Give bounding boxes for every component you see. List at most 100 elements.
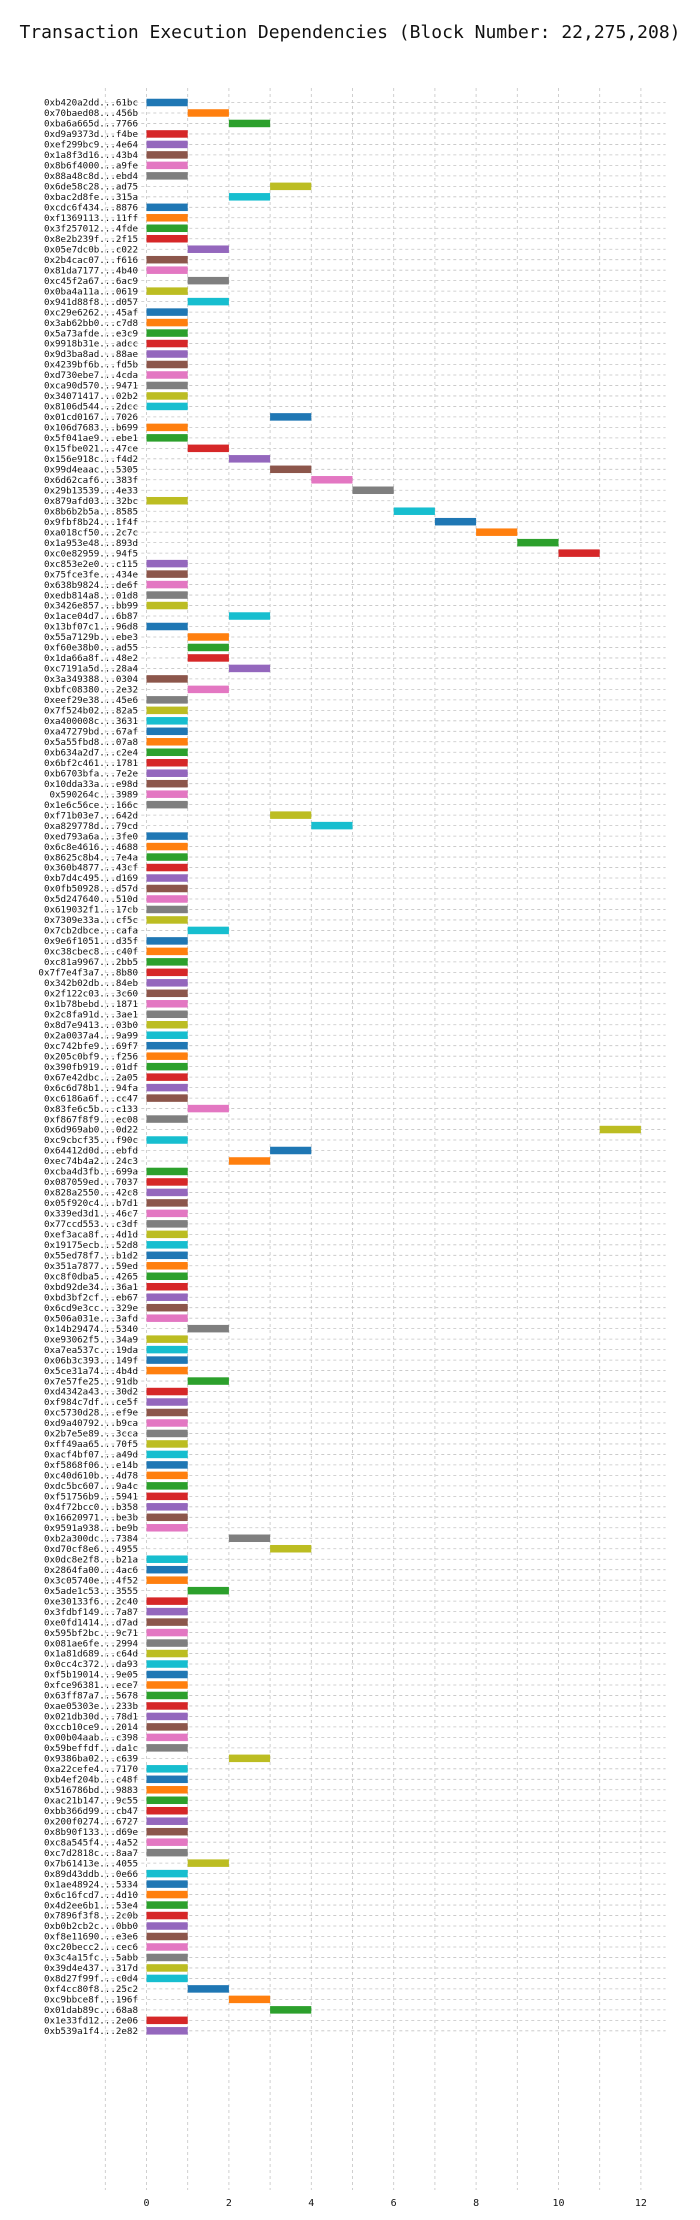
transaction-bar (146, 1911, 188, 1920)
transaction-label: 0x67e42dbc...2a05 (44, 1072, 138, 1083)
transaction-bar (146, 968, 188, 977)
transaction-bar (187, 1985, 229, 1993)
transaction-label: 0xf8e11690...e3e6 (44, 1932, 138, 1943)
transaction-label: 0x8b6b2b5a...8585 (44, 506, 138, 517)
transaction-bar (146, 130, 188, 138)
transaction-label: 0xc6186a6f...cc47 (44, 1093, 138, 1104)
transaction-bar (146, 1869, 188, 1878)
transaction-label: 0xd9a9373d...f4be (44, 129, 138, 140)
transaction-label: 0x6c16fcd7...4d10 (44, 1890, 138, 1901)
transaction-bar (228, 1995, 271, 2004)
transaction-bar (146, 853, 188, 861)
transaction-label: 0xc9bbce8f...196f (44, 1995, 138, 2006)
transaction-bar (146, 1964, 188, 1972)
transaction-bar (146, 1817, 188, 1825)
transaction-label: 0x8106d544...2dcc (44, 402, 138, 413)
transaction-label: 0x3a349388...0304 (44, 674, 139, 685)
transaction-bar (146, 329, 188, 337)
transaction-bar (187, 109, 229, 117)
transaction-label: 0x01dab89c...68a8 (44, 2005, 138, 2016)
transaction-label: 0x2a0037a4...9a99 (44, 1030, 138, 1041)
transaction-label: 0x638b9824...de6f (44, 580, 138, 591)
transaction-label: 0xf51756b9...5941 (44, 1492, 138, 1503)
transaction-bar (146, 1482, 188, 1490)
transaction-label: 0xb634a2d7...c2e4 (44, 747, 139, 758)
transaction-label: 0x1ae48924...5334 (44, 1879, 139, 1890)
transaction-label: 0x7f524b02...82a5 (44, 706, 138, 717)
transaction-label: 0xd70cf8e6...4955 (44, 1544, 138, 1555)
transaction-label: 0x4f72bcc0...b358 (44, 1502, 138, 1513)
transaction-label: 0x6d62caf6...383f (44, 475, 138, 486)
transaction-label: 0x9d3ba8ad...88ae (44, 349, 138, 360)
transaction-label: 0xf71b03e7...642d (44, 810, 138, 821)
transaction-bar (146, 1639, 188, 1647)
transaction-label: 0xc742bfe9...69f7 (44, 1041, 138, 1052)
transaction-label: 0x5f041ae9...ebe1 (44, 433, 138, 444)
transaction-label: 0x9918b31e...adcc (44, 339, 138, 350)
transaction-bar (187, 926, 229, 935)
transaction-bar (187, 1859, 229, 1867)
transaction-bar (599, 1125, 641, 1134)
transaction-label: 0x339ed3d1...46c7 (44, 1209, 138, 1220)
transaction-bar (146, 1565, 188, 1574)
transaction-bar (146, 392, 188, 400)
transaction-bar (146, 842, 188, 851)
transaction-bar (228, 1157, 271, 1165)
transaction-label: 0x34071417...02b2 (44, 391, 138, 402)
transaction-bar (146, 1702, 188, 1710)
transaction-bar (146, 790, 188, 798)
transaction-label: 0xb7d4c495...d169 (44, 873, 138, 884)
transaction-bar (146, 989, 188, 998)
transaction-label: 0x087059ed...7037 (44, 1177, 138, 1188)
transaction-label: 0x8d7e9413...03b0 (44, 1020, 138, 1031)
transaction-bar (146, 1293, 188, 1301)
transaction-label: 0xc81a9967...2bb5 (44, 957, 138, 968)
transaction-label: 0x9e6f1051...d35f (44, 936, 138, 947)
transaction-bar (146, 738, 188, 746)
transaction-bar (187, 654, 229, 662)
transaction-bar (187, 297, 229, 306)
transaction-bar (146, 1660, 188, 1668)
transaction-label: 0x879afd03...32bc (44, 496, 138, 507)
transaction-bar (558, 549, 600, 557)
bar-layer (146, 98, 641, 2035)
transaction-label: 0x021db30d...78d1 (44, 1712, 138, 1723)
transaction-bar (187, 685, 229, 694)
transaction-label: 0x3426e857...bb99 (44, 601, 138, 612)
transaction-bar (146, 1209, 188, 1218)
transaction-label: 0xc45f2a67...6ac9 (44, 276, 138, 287)
transaction-bar (228, 193, 271, 201)
transaction-bar (146, 1691, 188, 1700)
transaction-bar (187, 643, 229, 652)
transaction-bar (228, 664, 271, 673)
transaction-label: 0x2b7e5e89...3cca (44, 1429, 138, 1440)
transaction-bar (146, 1052, 188, 1060)
transaction-bar (146, 1649, 188, 1658)
transaction-bar (146, 1461, 188, 1469)
transaction-bar (146, 1786, 188, 1794)
transaction-label: 0xbac2d8fe...315a (44, 192, 138, 203)
transaction-bar (146, 1765, 188, 1773)
transaction-label: 0x59beffdf...da1c (44, 1743, 138, 1754)
transaction-bar (270, 182, 312, 191)
transaction-label: 0x05f920c4...b7d1 (44, 1198, 138, 1209)
transaction-label: 0x05e7dc0b...c022 (44, 244, 138, 255)
transaction-label: 0xa7ea537c...19da (44, 1345, 138, 1356)
transaction-bar (146, 1744, 188, 1752)
transaction-bar (146, 1943, 188, 1951)
transaction-label: 0xed793a6a...3fe0 (44, 831, 138, 842)
transaction-bar (146, 1366, 188, 1375)
transaction-label: 0xeef29e38...45e6 (44, 695, 138, 706)
transaction-bar (146, 1922, 188, 1930)
transaction-bar (146, 884, 188, 893)
transaction-bar (146, 172, 188, 180)
transaction-label: 0xc0e82959...94f5 (44, 548, 138, 559)
transaction-label: 0xd9a40792...b9ca (44, 1418, 138, 1429)
transaction-label: 0xb2a300dc...7384 (44, 1533, 139, 1544)
transaction-label: 0xa829778d...79cd (44, 821, 138, 832)
transaction-bar (146, 423, 188, 432)
transaction-bar (146, 696, 188, 704)
transaction-bar (187, 1324, 229, 1333)
transaction-label: 0xb420a2dd...61bc (44, 98, 138, 109)
transaction-bar (146, 1262, 188, 1270)
